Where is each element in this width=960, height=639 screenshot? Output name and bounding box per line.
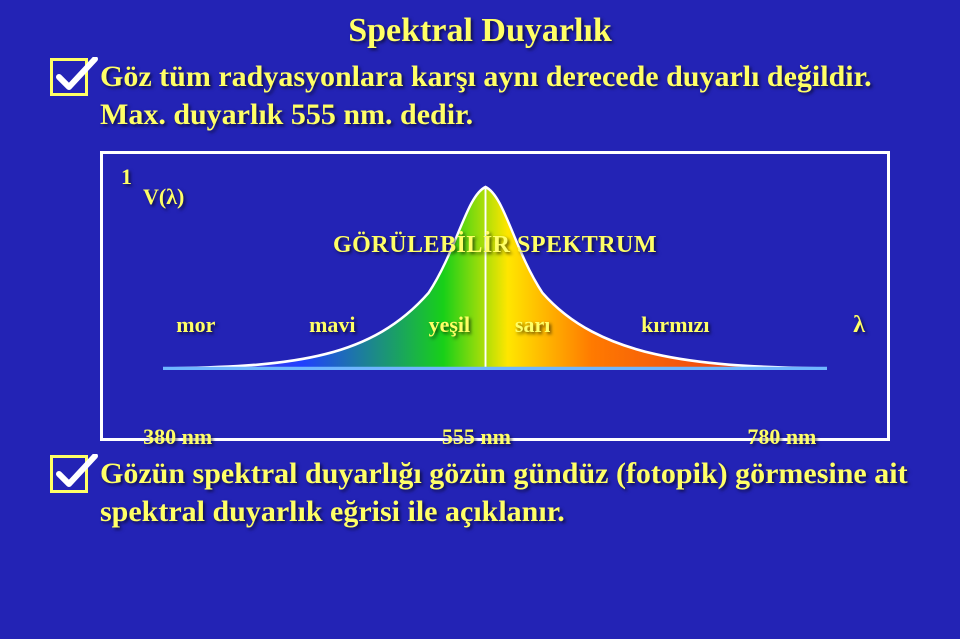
bullet-1: Göz tüm radyasyonlara karşı aynı dereced… [40,58,920,133]
spectrum-title-container: GÖRÜLEBİLİR SPEKTRUM [103,232,887,259]
check-path [59,59,95,87]
spectrum-plot-area [163,174,827,390]
bullet-2-text: Gözün spektral duyarlığı gözün gündüz (f… [100,455,920,530]
label-mor: mor [176,312,215,338]
checkmark-icon [50,455,88,493]
label-380nm: 380 nm [143,424,212,450]
spectrum-title: GÖRÜLEBİLİR SPEKTRUM [333,232,657,258]
lambda-arrow-icon: λ [853,312,865,339]
label-780nm: 780 nm [747,424,816,450]
spectrum-gradient-fill [172,185,817,369]
checkmark-icon [50,58,88,96]
spectrum-diagram: 1 V(λ) [103,154,887,438]
bullet-1-text: Göz tüm radyasyonlara karşı aynı dereced… [100,58,920,133]
y-axis-one-label: 1 [121,164,132,190]
bullet-2: Gözün spektral duyarlığı gözün gündüz (f… [40,455,920,530]
label-mavi: mavi [309,312,355,338]
spectrum-diagram-frame: 1 V(λ) [100,151,890,441]
label-yesil: yeşil [429,312,471,338]
spectrum-svg [163,174,827,390]
label-555nm: 555 nm [442,424,511,450]
lambda-symbol: λ [853,312,865,338]
slide-title: Spektral Duyarlık [40,12,920,50]
label-sari: sarı [515,312,550,338]
label-kirmizi: kırmızı [641,312,709,338]
slide-root: Spektral Duyarlık Göz tüm radyasyonlara … [0,0,960,639]
check-path [59,456,95,484]
